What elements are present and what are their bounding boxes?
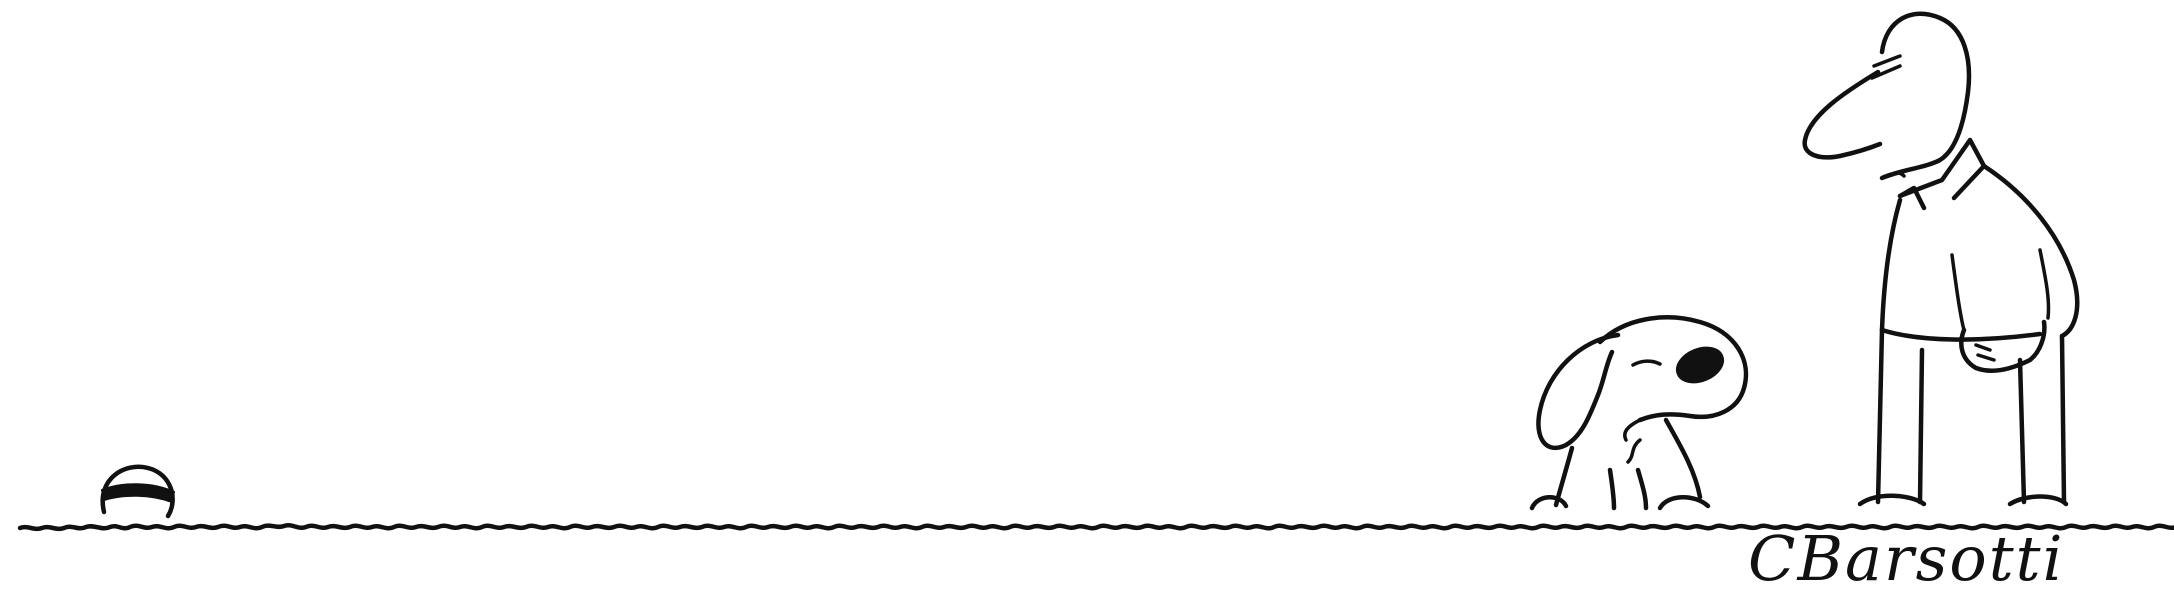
- artist-signature: CBarsotti: [1748, 522, 2064, 595]
- ground-grass-line: [17, 523, 2174, 532]
- artist-signature-text: CBarsotti: [1748, 522, 2064, 595]
- dog: [1529, 315, 1749, 511]
- man: [1802, 11, 2080, 507]
- ball: [100, 464, 176, 519]
